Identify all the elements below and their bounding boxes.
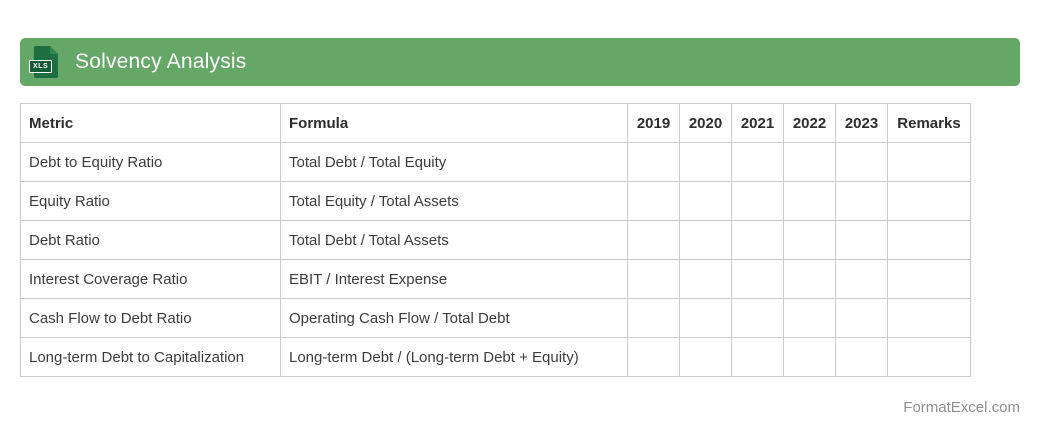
xls-file-icon: XLS <box>29 46 58 78</box>
remarks-cell <box>887 298 971 338</box>
column-header-formula: Formula <box>280 103 628 143</box>
year-2022-cell <box>783 337 836 377</box>
year-2022-cell <box>783 298 836 338</box>
year-2021-cell <box>731 259 784 299</box>
year-2023-cell <box>835 337 888 377</box>
xls-badge-label: XLS <box>29 60 53 73</box>
formula-cell: Operating Cash Flow / Total Debt <box>280 298 628 338</box>
metric-cell: Cash Flow to Debt Ratio <box>20 298 281 338</box>
year-2022-cell <box>783 259 836 299</box>
remarks-cell <box>887 142 971 182</box>
year-2020-cell <box>679 220 732 260</box>
table-row: Debt to Equity Ratio Total Debt / Total … <box>20 142 971 182</box>
column-header-remarks: Remarks <box>887 103 971 143</box>
metric-cell: Equity Ratio <box>20 181 281 221</box>
footer-credit-link[interactable]: FormatExcel.com <box>903 399 1020 416</box>
remarks-cell <box>887 220 971 260</box>
year-2023-cell <box>835 220 888 260</box>
year-2023-cell <box>835 259 888 299</box>
formula-cell: Total Equity / Total Assets <box>280 181 628 221</box>
column-header-2023: 2023 <box>835 103 888 143</box>
year-2021-cell <box>731 142 784 182</box>
year-2022-cell <box>783 181 836 221</box>
table-row: Equity Ratio Total Equity / Total Assets <box>20 181 971 221</box>
remarks-cell <box>887 181 971 221</box>
column-header-2021: 2021 <box>731 103 784 143</box>
metric-cell: Debt Ratio <box>20 220 281 260</box>
year-2021-cell <box>731 220 784 260</box>
year-2019-cell <box>627 259 680 299</box>
column-header-2020: 2020 <box>679 103 732 143</box>
table-header-row: Metric Formula 2019 2020 2021 2022 2023 … <box>20 103 971 143</box>
formula-cell: EBIT / Interest Expense <box>280 259 628 299</box>
year-2023-cell <box>835 142 888 182</box>
table-row: Debt Ratio Total Debt / Total Assets <box>20 220 971 260</box>
column-header-2022: 2022 <box>783 103 836 143</box>
year-2019-cell <box>627 142 680 182</box>
year-2019-cell <box>627 220 680 260</box>
year-2020-cell <box>679 181 732 221</box>
header-bar: XLS Solvency Analysis <box>20 38 1020 86</box>
year-2022-cell <box>783 142 836 182</box>
column-header-2019: 2019 <box>627 103 680 143</box>
remarks-cell <box>887 259 971 299</box>
solvency-analysis-table: Metric Formula 2019 2020 2021 2022 2023 … <box>20 103 971 377</box>
year-2020-cell <box>679 142 732 182</box>
year-2022-cell <box>783 220 836 260</box>
table-row: Cash Flow to Debt Ratio Operating Cash F… <box>20 298 971 338</box>
year-2021-cell <box>731 337 784 377</box>
table-row: Interest Coverage Ratio EBIT / Interest … <box>20 259 971 299</box>
metric-cell: Interest Coverage Ratio <box>20 259 281 299</box>
metric-cell: Debt to Equity Ratio <box>20 142 281 182</box>
year-2023-cell <box>835 181 888 221</box>
formula-cell: Total Debt / Total Assets <box>280 220 628 260</box>
formula-cell: Long-term Debt / (Long-term Debt + Equit… <box>280 337 628 377</box>
year-2020-cell <box>679 259 732 299</box>
footer: FormatExcel.com <box>903 399 1020 416</box>
remarks-cell <box>887 337 971 377</box>
year-2020-cell <box>679 337 732 377</box>
year-2023-cell <box>835 298 888 338</box>
page-title: Solvency Analysis <box>75 50 247 73</box>
year-2020-cell <box>679 298 732 338</box>
year-2019-cell <box>627 337 680 377</box>
year-2019-cell <box>627 298 680 338</box>
year-2019-cell <box>627 181 680 221</box>
year-2021-cell <box>731 298 784 338</box>
table-row: Long-term Debt to Capitalization Long-te… <box>20 337 971 377</box>
metric-cell: Long-term Debt to Capitalization <box>20 337 281 377</box>
column-header-metric: Metric <box>20 103 281 143</box>
formula-cell: Total Debt / Total Equity <box>280 142 628 182</box>
year-2021-cell <box>731 181 784 221</box>
